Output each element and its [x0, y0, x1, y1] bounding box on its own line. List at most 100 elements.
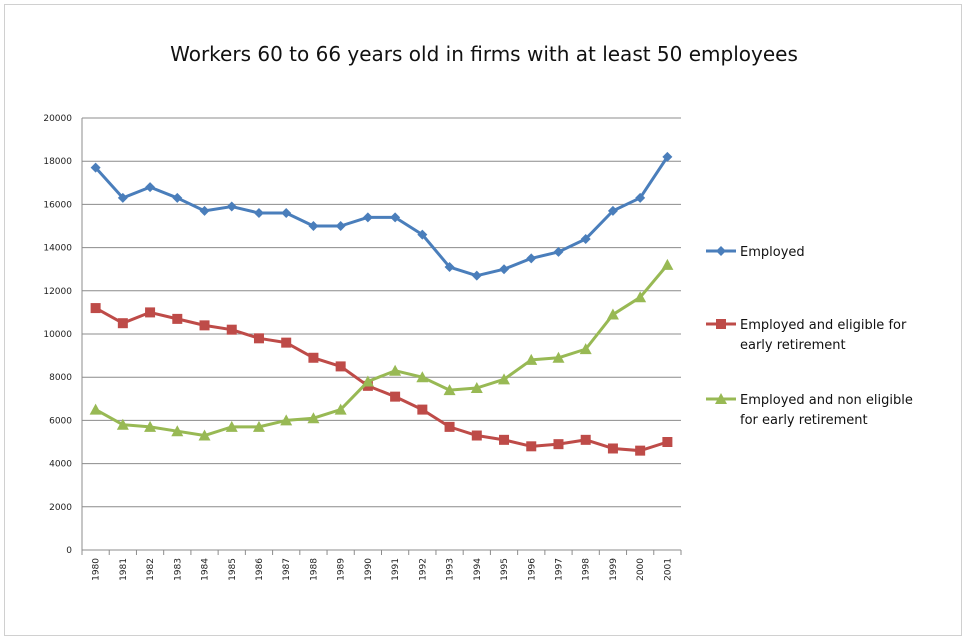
data-point [444, 421, 455, 432]
data-point [499, 264, 510, 275]
data-point [499, 434, 510, 445]
data-point [335, 221, 346, 231]
y-tick-label: 18000 [43, 157, 72, 167]
data-point [117, 192, 128, 203]
y-tick-label: 8000 [49, 373, 72, 383]
data-point [198, 429, 211, 441]
data-point [553, 246, 564, 257]
data-point [226, 201, 237, 212]
data-point [525, 353, 538, 365]
data-point [335, 361, 346, 372]
x-tick-label: 1980 [92, 558, 102, 581]
y-tick-label: 2000 [49, 503, 72, 513]
y-tick-label: 20000 [43, 114, 72, 124]
x-tick-label: 1996 [527, 558, 537, 581]
x-tick-label: 1995 [500, 558, 510, 581]
y-tick-label: 6000 [49, 416, 72, 426]
data-point [145, 182, 156, 193]
x-tick-label: 1981 [119, 558, 129, 581]
legend-swatch-marker [715, 393, 727, 404]
data-point [498, 373, 511, 385]
y-tick-label: 0 [66, 546, 72, 556]
data-point [280, 414, 293, 426]
series-line-3 [94, 263, 669, 438]
x-tick-label: 2001 [663, 558, 673, 581]
x-tick-label: 1999 [609, 558, 619, 581]
series-line-2 [94, 306, 668, 453]
data-point [607, 205, 618, 216]
data-point [606, 308, 619, 320]
data-point [635, 192, 646, 203]
data-point [307, 412, 320, 424]
legend-swatch-marker [716, 319, 726, 329]
data-point [662, 151, 673, 162]
series-line-1 [94, 156, 669, 278]
x-tick-label: 2000 [636, 558, 646, 581]
x-tick-label: 1991 [391, 558, 401, 581]
y-tick-label: 10000 [43, 330, 72, 340]
legend-label: Employed [740, 245, 805, 260]
data-point [580, 434, 591, 445]
data-point [580, 233, 591, 244]
x-tick-label: 1983 [173, 558, 183, 581]
data-point [443, 384, 456, 396]
data-point [553, 439, 564, 450]
data-point [90, 303, 101, 314]
data-point [389, 364, 402, 376]
data-point [199, 320, 210, 331]
data-point [199, 205, 210, 216]
data-point [171, 425, 184, 437]
legend-swatch-marker [716, 246, 726, 256]
y-tick-label: 14000 [43, 244, 72, 254]
data-point [252, 420, 265, 432]
x-tick-label: 1988 [309, 558, 319, 581]
x-tick-label: 1987 [282, 558, 292, 581]
legend-label: Employed and non eligible for early retir… [740, 393, 913, 428]
x-tick-label: 1984 [201, 558, 211, 581]
data-point [444, 262, 455, 273]
legend-label: Employed and eligible for early retiremen… [740, 318, 907, 353]
data-point [417, 229, 428, 240]
chart-title: Workers 60 to 66 years old in firms with… [170, 42, 798, 66]
x-tick-label: 1982 [146, 558, 156, 581]
y-tick-label: 4000 [49, 460, 72, 470]
x-tick-label: 1985 [228, 558, 238, 581]
data-point [145, 307, 156, 318]
data-point [471, 430, 482, 441]
x-tick-label: 1986 [255, 558, 265, 581]
data-point [89, 403, 102, 415]
data-point [253, 333, 264, 344]
data-point [417, 404, 428, 415]
data-point [416, 371, 429, 383]
data-point [607, 443, 618, 454]
x-tick-label: 1990 [364, 558, 374, 581]
data-point [471, 270, 482, 281]
data-point [117, 318, 128, 329]
y-tick-label: 12000 [43, 287, 72, 297]
x-tick-label: 1994 [473, 558, 483, 581]
data-point [635, 445, 646, 456]
x-tick-label: 1997 [554, 558, 564, 581]
data-point [661, 258, 674, 270]
data-point [334, 403, 347, 415]
x-tick-label: 1998 [582, 558, 592, 581]
data-point [308, 352, 319, 363]
chart-frame [4, 4, 962, 636]
data-point [225, 420, 238, 432]
data-point [362, 212, 373, 223]
x-tick-label: 1993 [446, 558, 456, 581]
data-point [390, 212, 401, 223]
data-point [253, 208, 264, 219]
data-point [281, 337, 292, 348]
data-point [526, 253, 537, 264]
data-point [172, 192, 183, 203]
data-point [662, 437, 673, 447]
y-tick-label: 16000 [43, 200, 72, 210]
data-point [281, 208, 292, 219]
data-point [90, 162, 101, 173]
data-point [526, 441, 537, 452]
data-point [552, 351, 565, 363]
data-point [390, 391, 401, 402]
data-point [172, 313, 183, 324]
